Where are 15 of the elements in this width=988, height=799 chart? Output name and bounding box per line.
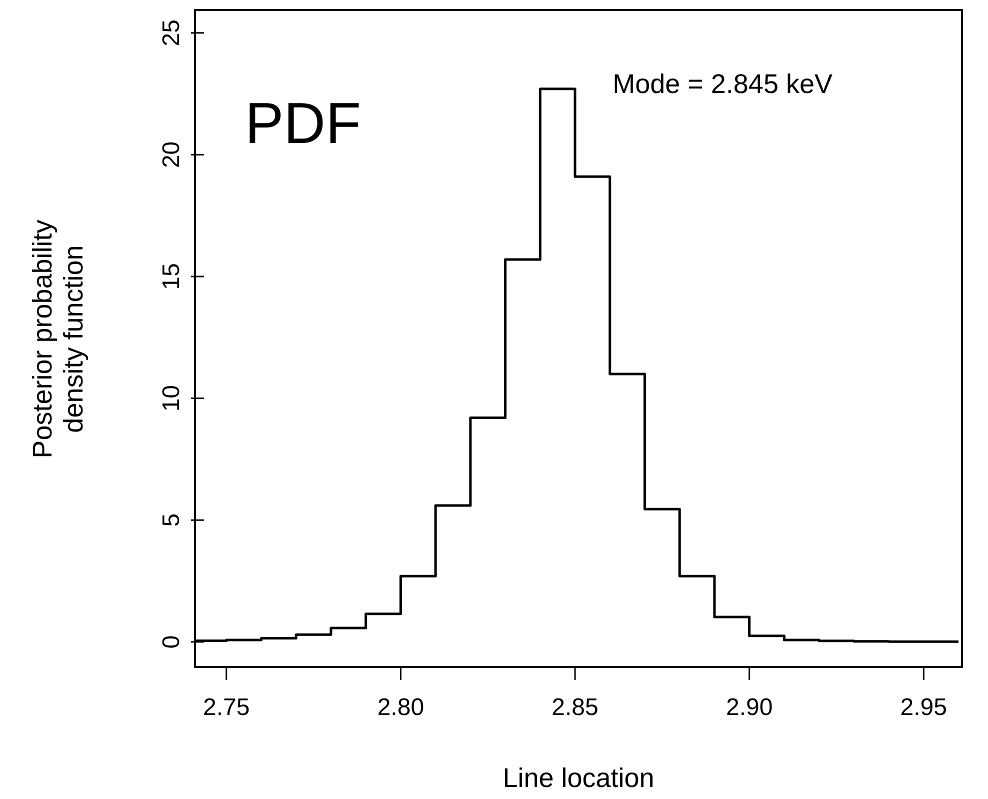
y-axis-title: Posterior probability density function xyxy=(27,219,89,458)
x-tick-label: 2.90 xyxy=(726,694,773,721)
y-tick-label: 0 xyxy=(158,635,185,649)
x-tick-label: 2.75 xyxy=(203,694,250,721)
x-axis-title: Line location xyxy=(502,763,654,793)
x-tick-label: 2.80 xyxy=(377,694,424,721)
x-tick-label: 2.85 xyxy=(552,694,598,721)
y-tick-label: 25 xyxy=(158,20,185,46)
y-tick-label: 10 xyxy=(158,384,185,412)
annotation: Mode = 2.845 keV xyxy=(612,68,832,100)
x-tick-label: 2.95 xyxy=(900,694,948,721)
y-tick-label: 20 xyxy=(158,141,185,168)
y-tick-label: 15 xyxy=(158,263,185,290)
annotation: PDF xyxy=(245,90,361,157)
y-tick-label: 5 xyxy=(158,513,185,527)
